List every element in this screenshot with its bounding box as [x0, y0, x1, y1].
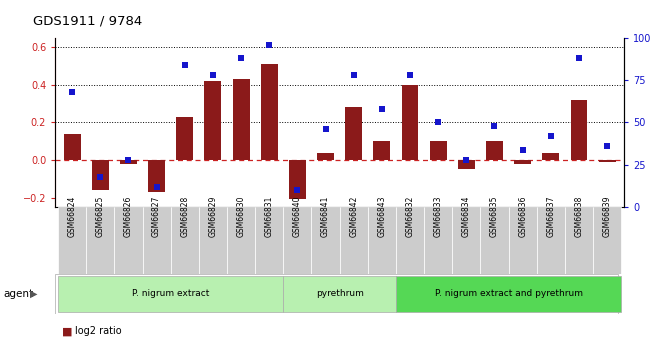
Point	[545, 133, 556, 139]
Point	[151, 184, 162, 189]
Bar	[430, 141, 447, 160]
Bar	[345, 107, 362, 160]
Point	[292, 187, 303, 193]
Point	[264, 42, 274, 48]
Text: GSM66831: GSM66831	[265, 196, 274, 237]
Point	[376, 106, 387, 112]
Point	[67, 89, 77, 95]
Bar	[283, 207, 311, 274]
Bar	[542, 152, 559, 160]
Bar	[289, 160, 306, 199]
Bar	[171, 207, 199, 274]
Text: GSM66840: GSM66840	[293, 196, 302, 237]
Bar	[339, 207, 368, 274]
Bar	[255, 207, 283, 274]
Bar	[486, 141, 503, 160]
Text: agent: agent	[3, 289, 33, 299]
Bar	[148, 160, 165, 192]
Text: GSM66824: GSM66824	[68, 196, 77, 237]
Point	[208, 72, 218, 78]
Point	[405, 72, 415, 78]
Bar	[317, 152, 334, 160]
Point	[95, 174, 105, 179]
Bar	[458, 160, 474, 169]
Bar	[64, 134, 81, 160]
Point	[602, 144, 612, 149]
Text: GSM66833: GSM66833	[434, 196, 443, 237]
Bar	[571, 100, 588, 160]
Bar	[86, 207, 114, 274]
Text: ▶: ▶	[30, 289, 38, 299]
Point	[574, 56, 584, 61]
Bar	[373, 141, 390, 160]
Text: GSM66838: GSM66838	[575, 196, 584, 237]
Point	[433, 120, 443, 125]
Text: P. nigrum extract and pyrethrum: P. nigrum extract and pyrethrum	[435, 289, 582, 298]
Point	[320, 127, 331, 132]
Text: GSM66825: GSM66825	[96, 196, 105, 237]
Bar	[205, 81, 222, 160]
Bar	[233, 79, 250, 160]
Bar	[402, 85, 419, 160]
Bar	[508, 207, 537, 274]
Bar	[396, 276, 621, 312]
Bar	[58, 207, 86, 274]
Bar	[311, 207, 339, 274]
Text: GSM66842: GSM66842	[349, 196, 358, 237]
Bar	[261, 64, 278, 160]
Bar	[480, 207, 508, 274]
Bar	[593, 207, 621, 274]
Bar	[114, 207, 142, 274]
Point	[489, 123, 500, 129]
Point	[124, 157, 134, 162]
Bar	[452, 207, 480, 274]
Text: log2 ratio: log2 ratio	[75, 326, 122, 336]
Point	[517, 147, 528, 152]
Point	[348, 72, 359, 78]
Text: GSM66836: GSM66836	[518, 196, 527, 237]
Text: GSM66827: GSM66827	[152, 196, 161, 237]
Bar	[142, 207, 171, 274]
Bar	[199, 207, 227, 274]
Text: GSM66834: GSM66834	[462, 196, 471, 237]
Text: GSM66839: GSM66839	[603, 196, 612, 237]
Text: P. nigrum extract: P. nigrum extract	[132, 289, 209, 298]
Text: GSM66828: GSM66828	[180, 196, 189, 237]
Text: GSM66830: GSM66830	[237, 196, 246, 237]
Text: GSM66832: GSM66832	[406, 196, 415, 237]
Bar	[537, 207, 565, 274]
Text: GSM66843: GSM66843	[378, 196, 386, 237]
Text: GSM66841: GSM66841	[321, 196, 330, 237]
Bar	[120, 160, 137, 164]
Bar	[176, 117, 193, 160]
Text: GSM66837: GSM66837	[546, 196, 555, 237]
Bar	[599, 160, 616, 162]
Bar	[283, 276, 396, 312]
Bar	[396, 207, 424, 274]
Bar	[565, 207, 593, 274]
Bar	[368, 207, 396, 274]
Bar	[92, 160, 109, 190]
Bar	[424, 207, 452, 274]
Point	[179, 62, 190, 68]
Text: GSM66829: GSM66829	[209, 196, 217, 237]
Text: GSM66826: GSM66826	[124, 196, 133, 237]
Point	[461, 157, 471, 162]
Text: GSM66835: GSM66835	[490, 196, 499, 237]
Text: GDS1911 / 9784: GDS1911 / 9784	[32, 15, 142, 28]
Point	[236, 56, 246, 61]
Bar	[227, 207, 255, 274]
Bar	[514, 160, 531, 164]
Text: ■: ■	[62, 326, 72, 336]
Text: pyrethrum: pyrethrum	[316, 289, 363, 298]
Bar	[58, 276, 283, 312]
